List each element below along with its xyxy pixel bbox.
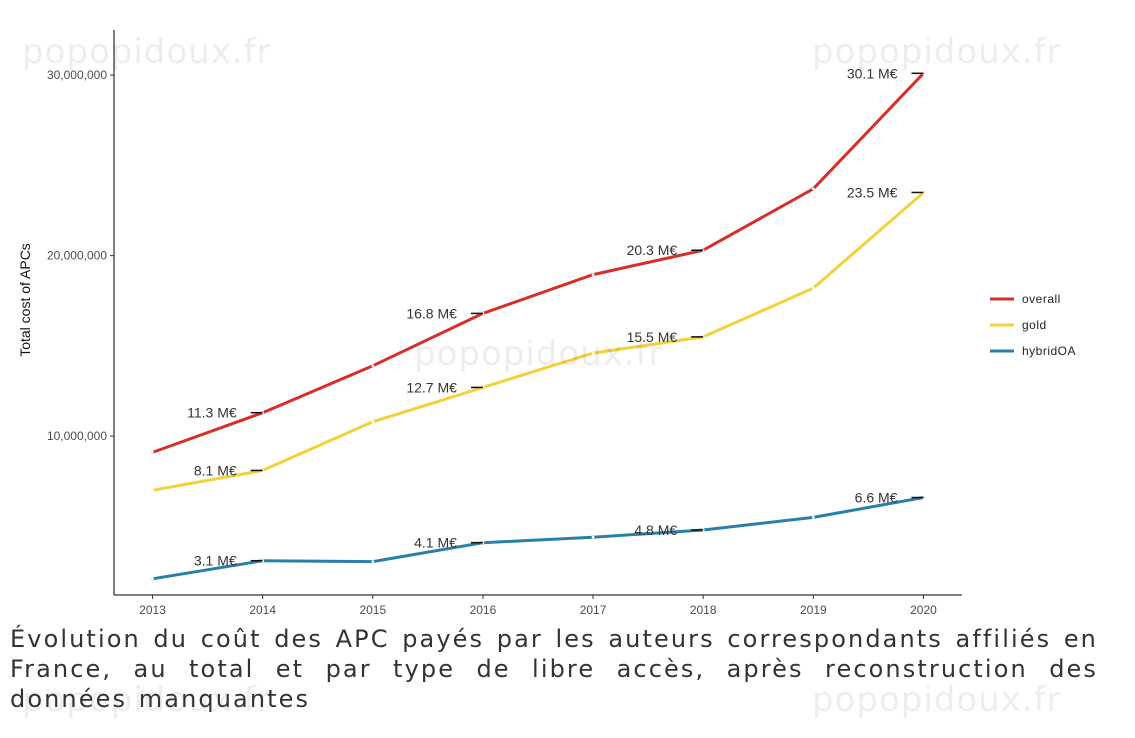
- legend-label-hybridOA: hybridOA: [1022, 344, 1076, 358]
- data-label-gold: 15.5 M€: [627, 329, 678, 345]
- series-line-overall: [151, 71, 925, 454]
- y-tick-label: 10,000,000: [47, 429, 107, 443]
- data-point-gold: [591, 351, 595, 355]
- chart: 10,000,000 20,000,000 30,000,000 2013 2014 20…: [17, 30, 1076, 617]
- y-axis-label: Total cost of APCs: [17, 243, 33, 357]
- data-point-gold: [151, 488, 154, 492]
- data-point-overall: [811, 187, 815, 191]
- data-point-overall: [371, 364, 375, 368]
- legend-label-overall: overall: [1022, 292, 1061, 306]
- series-line-hybridOA: [151, 496, 925, 581]
- data-point-gold: [371, 420, 375, 424]
- legend-label-gold: gold: [1022, 318, 1047, 332]
- series-lines: [151, 71, 925, 581]
- data-label-hybridOA: 6.6 M€: [855, 490, 898, 506]
- x-tick-label: 2019: [800, 603, 827, 617]
- data-label-overall: 11.3 M€: [187, 405, 237, 421]
- series-line-gold: [151, 191, 925, 492]
- data-label-overall: 30.1 M€: [847, 65, 898, 81]
- x-tick-label: 2017: [580, 603, 607, 617]
- y-tick-label: 30,000,000: [47, 68, 107, 82]
- axes: 10,000,000 20,000,000 30,000,000 2013 2014 20…: [47, 30, 962, 617]
- data-point-gold: [811, 286, 815, 290]
- data-labels: 11.3 M€ 16.8 M€ 20.3 M€ 30.1 M€ 8.1 M€ 12.7 M…: [187, 65, 924, 569]
- data-point-hybridOA: [811, 515, 815, 519]
- data-point-hybridOA: [371, 560, 375, 564]
- x-tick-label: 2016: [470, 603, 497, 617]
- data-label-gold: 12.7 M€: [406, 379, 457, 395]
- x-tick-label: 2020: [910, 603, 937, 617]
- x-tick-label: 2015: [359, 603, 386, 617]
- data-label-overall: 20.3 M€: [627, 242, 678, 258]
- data-point-hybridOA: [591, 535, 595, 539]
- data-label-gold: 23.5 M€: [847, 184, 898, 200]
- data-point-overall: [151, 450, 154, 454]
- legend: overall gold hybridOA: [990, 292, 1076, 358]
- data-point-hybridOA: [151, 577, 154, 581]
- x-tick-label: 2014: [249, 603, 276, 617]
- x-tick-label: 2018: [690, 603, 717, 617]
- data-label-hybridOA: 4.8 M€: [634, 522, 677, 538]
- x-tick-label: 2013: [139, 603, 166, 617]
- y-tick-label: 20,000,000: [47, 249, 107, 263]
- data-label-hybridOA: 3.1 M€: [194, 553, 237, 569]
- data-label-hybridOA: 4.1 M€: [414, 535, 457, 551]
- data-label-gold: 8.1 M€: [194, 462, 237, 478]
- data-label-overall: 16.8 M€: [406, 305, 457, 321]
- figure-caption: Évolution du coût des APC payés par les …: [10, 625, 1098, 713]
- data-point-overall: [591, 273, 595, 276]
